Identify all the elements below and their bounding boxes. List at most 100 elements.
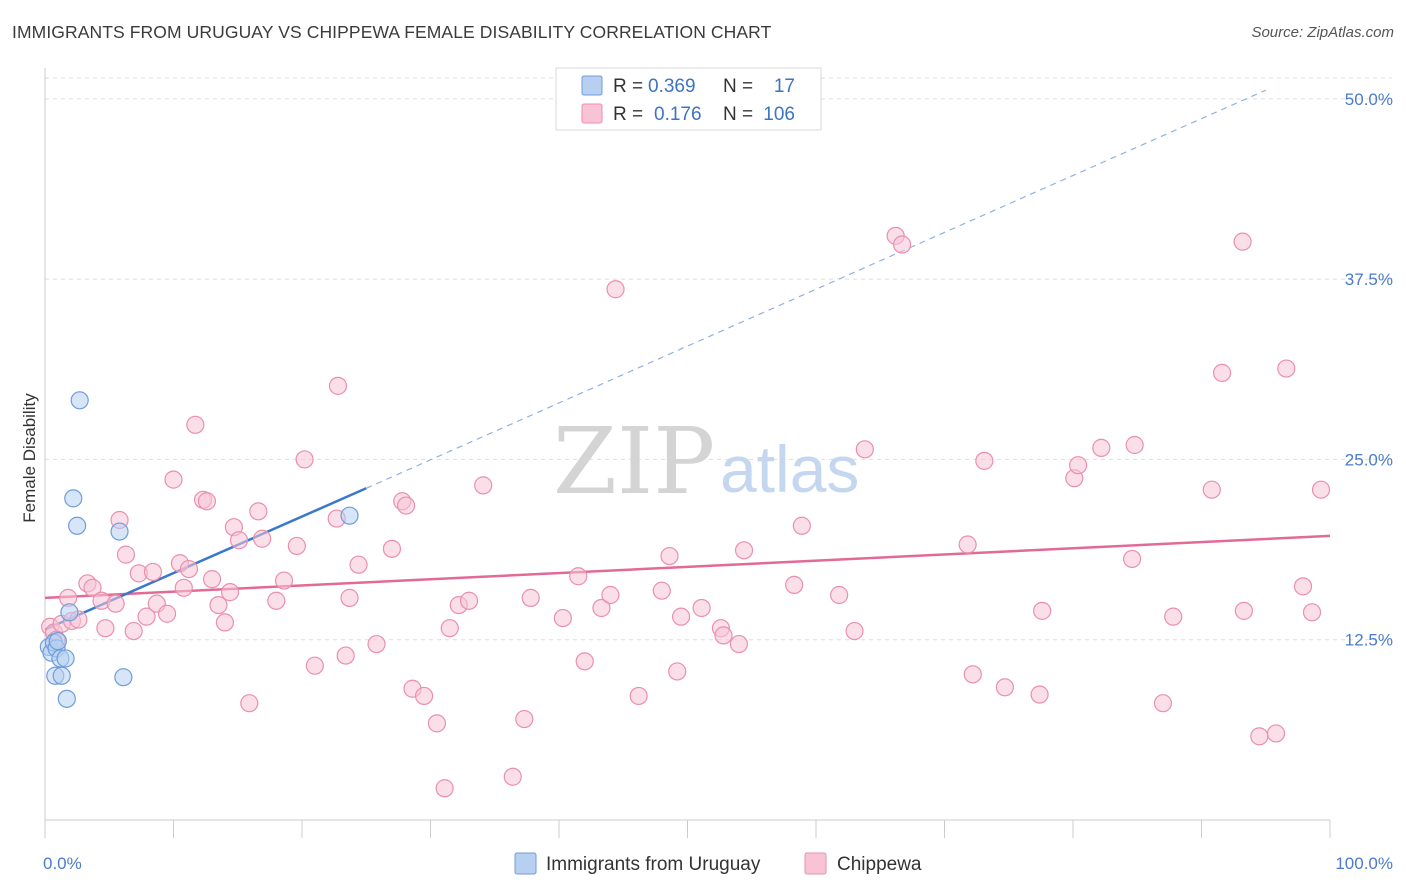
legend-r-value: 0.176 [654, 104, 702, 125]
chippewa-point [729, 634, 749, 654]
chippewa-point [179, 559, 199, 579]
chippewa-point [1234, 601, 1254, 620]
chippewa-point [671, 607, 691, 626]
chippewa-point [963, 665, 982, 684]
chippewa-point [1250, 727, 1269, 746]
chippewa-point [1125, 435, 1144, 455]
chippewa-point [96, 619, 115, 638]
chippewa-point [209, 595, 228, 615]
chippewa-point [349, 555, 368, 574]
chippewa-point [186, 415, 205, 434]
uruguay-point [56, 649, 75, 668]
chippewa-point [692, 598, 711, 618]
uruguay-point [52, 666, 71, 685]
chippewa-point [305, 656, 324, 675]
chippewa-point [1202, 480, 1221, 499]
chippewa-point [116, 545, 136, 564]
chippewa-point [367, 634, 386, 654]
chippewa-point [295, 450, 314, 469]
chippewa-point [855, 440, 874, 459]
series-swatch-chippewa [804, 852, 827, 875]
y-axis-label: Female Disability [20, 393, 39, 523]
watermark-atlas: atlas [720, 432, 859, 506]
y-tick-label: 12.5% [1345, 631, 1393, 650]
chippewa-point [1164, 607, 1183, 626]
chippewa-point [427, 714, 447, 733]
y-tick-label: 50.0% [1345, 90, 1393, 109]
legend-n-value: 106 [763, 104, 795, 125]
chippewa-point [382, 539, 402, 558]
chippewa-point [267, 591, 286, 610]
chippewa-point [592, 598, 611, 618]
chippewa-point [515, 709, 534, 729]
chart-title: IMMIGRANTS FROM URUGUAY VS CHIPPEWA FEMA… [12, 22, 772, 42]
chippewa-point [830, 585, 849, 605]
chippewa-point [229, 531, 249, 550]
uruguay-point [114, 668, 133, 687]
chippewa-point [459, 591, 479, 610]
chippewa-point [440, 619, 459, 638]
chippewa-point [83, 578, 102, 597]
chippewa-point [1030, 685, 1049, 704]
tick-labels: 12.5% 25.0% 37.5% 50.0% 0.0% 100.0% [43, 90, 1393, 873]
chippewa-point [274, 571, 294, 590]
chippewa-point [785, 575, 804, 595]
uruguay-point [60, 603, 79, 622]
chippewa-point [340, 588, 359, 607]
chippewa-point [240, 694, 259, 713]
source-label: Source: ZipAtlas.com [1251, 24, 1394, 41]
chippewa-point [249, 502, 268, 521]
series-label-uruguay: Immigrants from Uruguay [546, 854, 761, 875]
chippewa-point [220, 583, 240, 602]
chippewa-point [106, 594, 125, 613]
chippewa-point [1069, 456, 1088, 475]
chippewa-point [975, 451, 994, 470]
chippewa-point [958, 535, 977, 554]
chippewa-point [143, 562, 163, 582]
chippewa-point [474, 476, 493, 495]
chippewa-point [892, 235, 912, 254]
uruguay-point [64, 489, 83, 508]
x-tick-label: 100.0% [1335, 854, 1393, 873]
chippewa-point [1311, 480, 1331, 499]
uruguay-point [48, 632, 67, 651]
uruguay-trend-extension [366, 89, 1266, 489]
chippewa-point [629, 686, 648, 706]
correlation-legend: R = 0.369 N = 17 R = 0.176 N = 106 [555, 67, 822, 131]
chippewa-point [1233, 232, 1252, 251]
chippewa-point [164, 470, 183, 489]
chippewa-point [124, 621, 143, 641]
chippewa-point [652, 581, 671, 600]
uruguay-point [70, 391, 89, 410]
legend-swatch-blue [581, 75, 603, 96]
legend-r-value: 0.369 [648, 76, 696, 97]
chippewa-point [174, 578, 193, 597]
chippewa-trend-line [44, 534, 1331, 600]
legend-n-label: N = [723, 76, 753, 97]
uruguay-point [110, 522, 129, 541]
y-tick-label: 25.0% [1345, 450, 1393, 469]
chippewa-point [575, 652, 594, 671]
chippewa-point [1092, 438, 1111, 457]
chippewa-point [1302, 603, 1322, 622]
legend-n-label: N = [723, 104, 753, 125]
chippewa-point [1277, 359, 1296, 378]
chippewa-point [601, 585, 620, 605]
data-points [39, 226, 1331, 798]
chippewa-point [734, 541, 754, 560]
chippewa-point [287, 536, 306, 556]
chippewa-point [1212, 363, 1232, 382]
x-tick-label: 0.0% [43, 854, 82, 873]
chippewa-point [553, 608, 572, 628]
chippewa-point [1293, 577, 1313, 596]
chippewa-point [660, 546, 679, 566]
chippewa-point [1266, 724, 1286, 743]
chippewa-point [414, 686, 434, 706]
series-label-chippewa: Chippewa [837, 854, 922, 875]
chippewa-point [396, 496, 416, 515]
series-swatch-uruguay [514, 852, 537, 875]
chippewa-point [995, 678, 1014, 697]
chippewa-point [521, 588, 540, 607]
uruguay-point [340, 506, 359, 525]
